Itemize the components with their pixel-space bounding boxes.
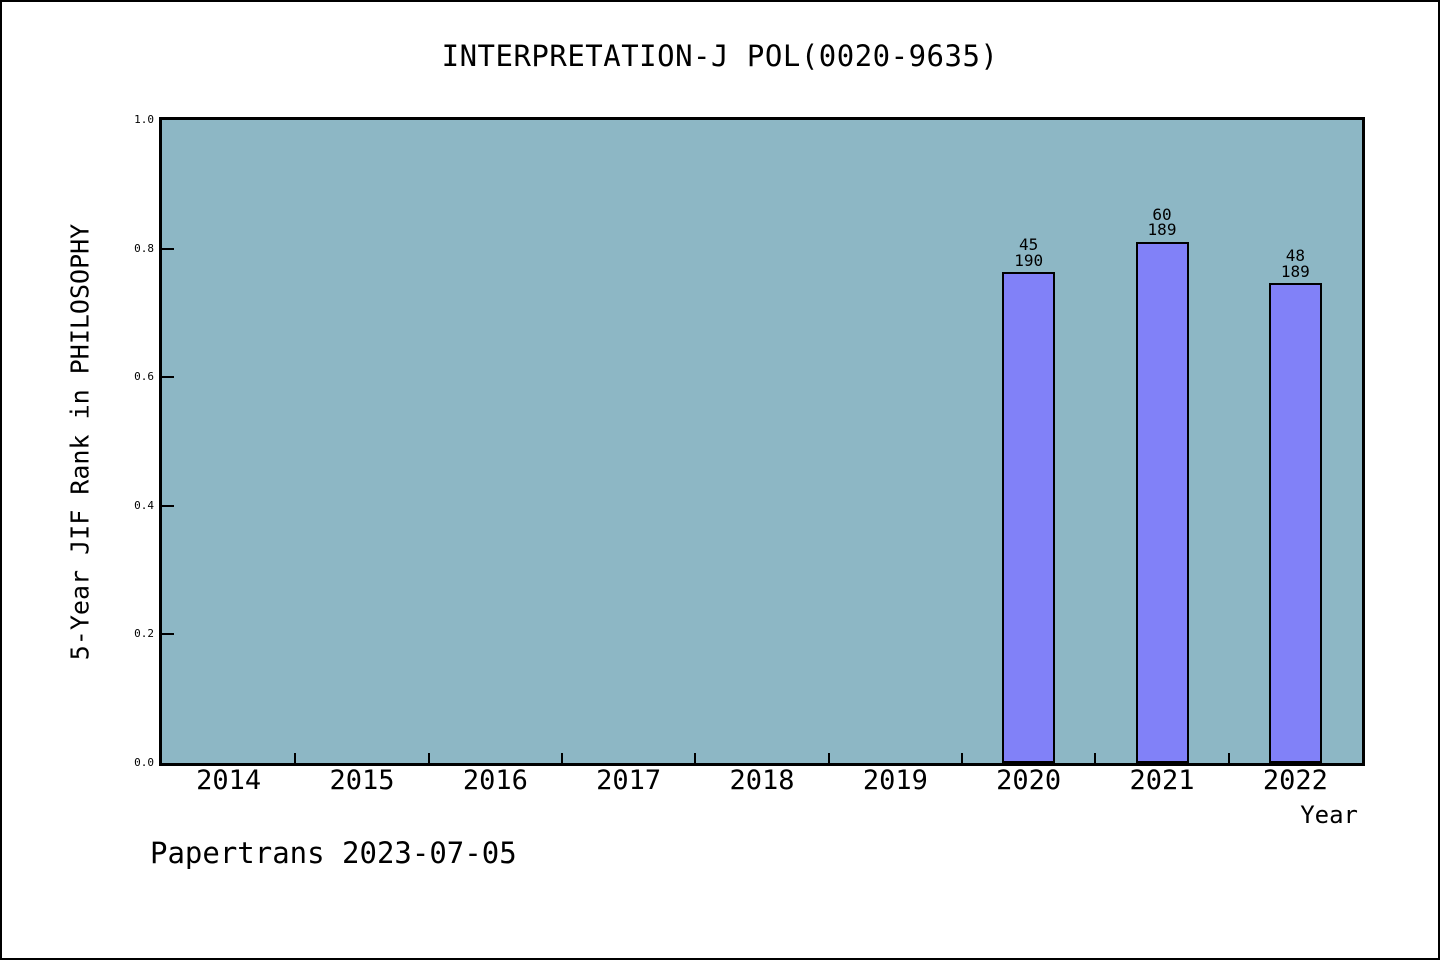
x-tick-mark: [294, 753, 297, 763]
x-tick-mark: [1094, 753, 1097, 763]
x-category-label-2021: 2021: [1129, 765, 1195, 796]
y-tick-label-0.0: 0.0: [134, 756, 154, 769]
y-tick-label-0.6: 0.6: [134, 370, 154, 384]
y-tick-mark: [162, 247, 174, 250]
bar-2021: [1135, 241, 1189, 763]
chart-title: INTERPRETATION-J POL(0020-9635): [441, 39, 999, 73]
bar-value-label-2021: 60 189: [1147, 204, 1177, 240]
y-tick-label-1.0: 1.0: [134, 113, 154, 126]
x-axis-title: Year: [1300, 801, 1358, 829]
bar-value-label-2022: 48 189: [1280, 246, 1310, 281]
x-tick-mark: [427, 753, 430, 763]
x-tick-mark: [827, 753, 830, 763]
y-axis-title: 5-Year JIF Rank in PHILOSOPHY: [65, 223, 95, 661]
x-category-label-2015: 2015: [329, 765, 395, 796]
x-category-label-2022: 2022: [1262, 765, 1328, 796]
y-tick-mark: [162, 633, 174, 636]
footer-watermark: Papertrans 2023-07-05: [150, 836, 517, 870]
x-category-label-2019: 2019: [862, 765, 928, 796]
x-tick-mark: [694, 753, 697, 763]
x-category-label-2014: 2014: [196, 765, 262, 796]
x-category-label-2017: 2017: [596, 765, 662, 796]
y-tick-mark: [162, 504, 174, 507]
bar-value-label-2020: 45 190: [1014, 235, 1044, 270]
x-tick-mark: [1227, 753, 1230, 763]
bar-2020: [1002, 272, 1056, 763]
bar-2022: [1268, 283, 1322, 763]
y-tick-label-0.8: 0.8: [134, 241, 154, 255]
y-tick-label-0.4: 0.4: [134, 498, 154, 512]
x-category-label-2020: 2020: [996, 765, 1062, 796]
x-tick-mark: [961, 753, 963, 763]
plot-area: 45 190 60 189 48 189: [162, 120, 1362, 763]
x-tick-mark: [561, 753, 563, 763]
y-tick-mark: [162, 376, 174, 379]
y-tick-label-0.2: 0.2: [134, 627, 154, 641]
x-category-label-2018: 2018: [729, 765, 795, 796]
x-category-label-2016: 2016: [462, 765, 528, 796]
